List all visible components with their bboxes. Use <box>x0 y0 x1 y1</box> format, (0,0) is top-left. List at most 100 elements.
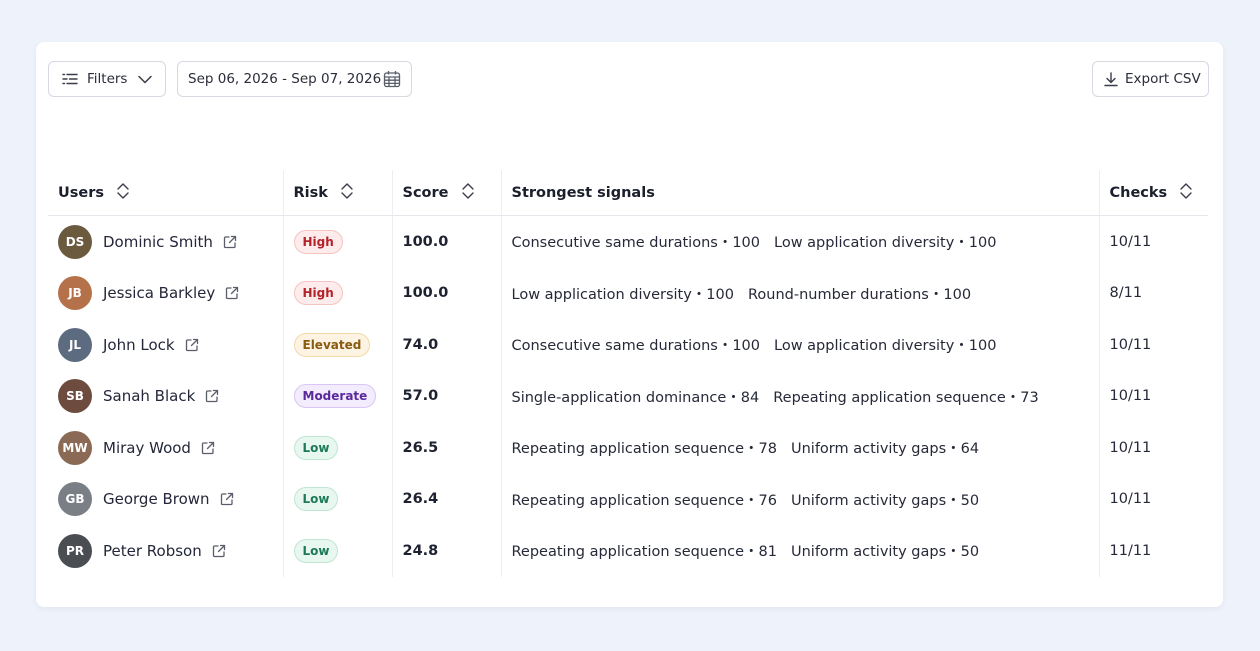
column-header-users[interactable]: Users <box>48 170 283 216</box>
user-name[interactable]: Dominic Smith <box>103 232 213 251</box>
avatar: JL <box>58 327 92 362</box>
score-cell: 57.0 <box>391 370 501 422</box>
risk-badge: High <box>293 229 343 254</box>
checks-cell: 10/11 <box>1098 370 1208 422</box>
user-name[interactable]: George Brown <box>103 490 210 509</box>
user-cell: PR Peter Robson <box>48 525 283 577</box>
signal-primary: Repeating application sequence・76 <box>511 492 778 509</box>
column-header-score-label: Score <box>402 184 449 201</box>
risk-badge: Low <box>293 487 339 512</box>
users-table: Users Risk Score Strongest signals Check… <box>48 170 1208 577</box>
score-value: 100.0 <box>402 233 449 250</box>
signal-secondary: Low application diversity・100 <box>774 338 997 355</box>
signals-cell: Low application diversity・100 Round-numbe… <box>500 267 1099 319</box>
signals-cell: Consecutive same durations・100 Low applic… <box>500 215 1099 268</box>
chevron-down-icon <box>138 75 153 84</box>
table-row[interactable]: JL John Lock Elevated 74.0 Consecutive same … <box>48 319 1208 371</box>
score-value: 74.0 <box>402 336 439 353</box>
risk-badge: Low <box>293 435 339 460</box>
column-header-users-label: Users <box>58 184 105 201</box>
signal-secondary: Uniform activity gaps・50 <box>791 544 980 561</box>
score-cell: 100.0 <box>391 267 501 319</box>
external-link-icon[interactable] <box>201 441 215 455</box>
checks-value: 10/11 <box>1109 388 1152 405</box>
risk-cell: Low <box>282 422 392 474</box>
sort-icon[interactable] <box>1179 181 1193 205</box>
risk-cell: High <box>282 267 392 319</box>
user-cell: GB George Brown <box>48 474 283 526</box>
signals-cell: Single-application dominance・84 Repeating… <box>500 370 1099 422</box>
download-icon <box>1104 71 1118 87</box>
date-range-text: Sep 06, 2026 - Sep 07, 2026 <box>188 71 382 87</box>
avatar: JB <box>58 276 92 311</box>
signals-cell: Consecutive same durations・100 Low applic… <box>500 319 1099 371</box>
score-value: 100.0 <box>402 285 449 302</box>
column-header-signals: Strongest signals <box>500 170 1099 216</box>
risk-badge: Elevated <box>293 332 371 357</box>
user-name[interactable]: Peter Robson <box>103 541 202 560</box>
users-risk-card: Filters Sep 06, 2026 - Sep 07, 2026 Expo… <box>36 42 1223 607</box>
signals-cell: Repeating application sequence・76 Uniform… <box>500 473 1099 525</box>
external-link-icon[interactable] <box>225 286 239 300</box>
risk-badge: Moderate <box>293 384 377 409</box>
avatar: GB <box>58 482 92 517</box>
score-value: 26.4 <box>402 491 439 508</box>
checks-cell: 10/11 <box>1098 422 1208 474</box>
score-cell: 74.0 <box>391 319 501 371</box>
checks-value: 8/11 <box>1109 285 1143 302</box>
score-value: 24.8 <box>402 542 439 559</box>
avatar: MW <box>58 430 92 465</box>
signal-secondary: Repeating application sequence・73 <box>773 389 1039 406</box>
external-link-icon[interactable] <box>205 389 219 403</box>
signal-secondary: Uniform activity gaps・50 <box>791 492 980 509</box>
user-name[interactable]: Miray Wood <box>103 438 191 457</box>
column-header-checks[interactable]: Checks <box>1098 170 1208 216</box>
table-row[interactable]: JB Jessica Barkley High 100.0 Low applicatio… <box>48 267 1208 319</box>
sort-icon[interactable] <box>340 181 354 205</box>
risk-cell: Low <box>282 473 392 525</box>
checks-value: 10/11 <box>1109 439 1152 456</box>
checks-cell: 11/11 <box>1098 525 1208 577</box>
risk-badge: High <box>293 281 343 306</box>
sort-icon[interactable] <box>461 181 475 205</box>
signal-primary: Single-application dominance・84 <box>511 389 760 406</box>
risk-cell: High <box>282 215 392 268</box>
risk-badge: Low <box>293 538 339 563</box>
user-cell: MW Miray Wood <box>48 422 283 474</box>
score-cell: 100.0 <box>391 215 501 268</box>
external-link-icon[interactable] <box>220 492 234 506</box>
external-link-icon[interactable] <box>185 338 199 352</box>
score-value: 26.5 <box>402 439 439 456</box>
avatar: DS <box>58 224 92 259</box>
user-name[interactable]: John Lock <box>103 335 175 354</box>
table-row[interactable]: PR Peter Robson Low 24.8 Repeating applicati… <box>48 525 1208 577</box>
export-csv-button[interactable]: Export CSV <box>1092 61 1209 97</box>
table-row[interactable]: SB Sanah Black Moderate 57.0 Single-applicat… <box>48 370 1208 423</box>
column-header-risk[interactable]: Risk <box>282 170 392 216</box>
column-header-score[interactable]: Score <box>391 170 501 216</box>
date-range-picker[interactable]: Sep 06, 2026 - Sep 07, 2026 <box>177 61 412 97</box>
column-header-risk-label: Risk <box>293 184 328 201</box>
checks-cell: 10/11 <box>1098 473 1208 525</box>
score-cell: 26.4 <box>391 473 501 525</box>
export-csv-label: Export CSV <box>1125 71 1201 87</box>
risk-cell: Low <box>282 525 392 577</box>
table-header-row: Users Risk Score Strongest signals Check… <box>48 170 1208 216</box>
column-header-checks-label: Checks <box>1109 184 1168 201</box>
filters-button[interactable]: Filters <box>48 61 166 97</box>
user-name[interactable]: Jessica Barkley <box>103 284 216 303</box>
external-link-icon[interactable] <box>212 544 226 558</box>
signals-cell: Repeating application sequence・81 Uniform… <box>500 525 1099 577</box>
user-cell: JL John Lock <box>48 319 283 371</box>
external-link-icon[interactable] <box>223 235 237 249</box>
table-row[interactable]: GB George Brown Low 26.4 Repeating applicati… <box>48 473 1208 526</box>
table-row[interactable]: MW Miray Wood Low 26.5 Repeating application… <box>48 422 1208 474</box>
user-name[interactable]: Sanah Black <box>103 387 196 406</box>
user-cell: DS Dominic Smith <box>48 216 283 268</box>
signal-primary: Consecutive same durations・100 <box>511 338 761 355</box>
user-cell: SB Sanah Black <box>48 371 283 423</box>
table-row[interactable]: DS Dominic Smith High 100.0 Consecutive same… <box>48 215 1208 268</box>
score-cell: 26.5 <box>391 422 501 474</box>
sort-icon[interactable] <box>116 181 130 205</box>
checks-cell: 10/11 <box>1098 319 1208 371</box>
